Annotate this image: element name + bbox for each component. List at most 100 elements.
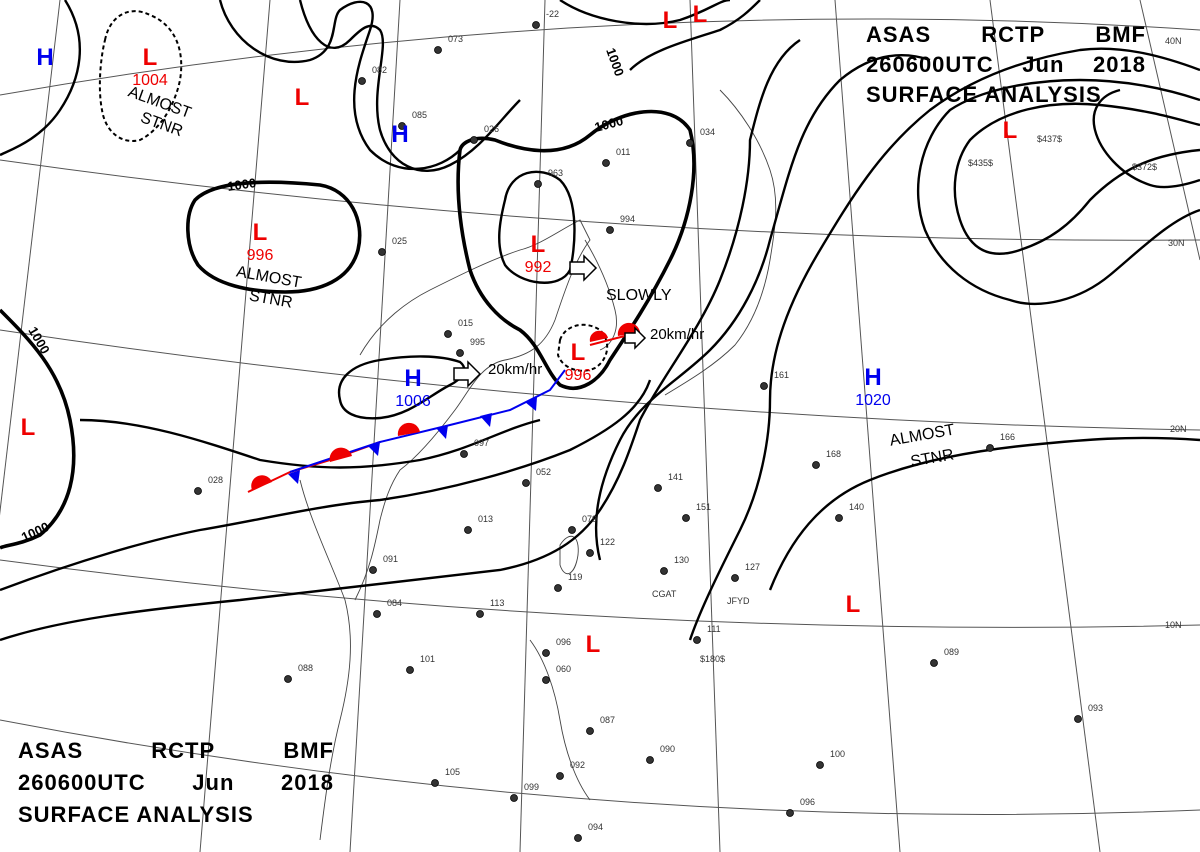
station-plot: 161	[760, 370, 789, 390]
pressure-center-value: 996	[565, 367, 592, 384]
station-circle	[682, 514, 690, 522]
pressure-center-high: H	[36, 44, 53, 71]
latitude-0	[0, 719, 1200, 815]
station-plot: 995	[456, 337, 485, 357]
station-plot: 963	[534, 168, 563, 188]
header-top-title: SURFACE ANALYSIS	[866, 82, 1102, 107]
station-pressure: 088	[298, 663, 313, 673]
isobar-label: 1000	[226, 175, 257, 194]
station-plot: 111	[693, 624, 721, 644]
header-bottom-station: BMF	[283, 738, 334, 763]
isobar-pacific-3	[953, 102, 1200, 255]
isobar-japan-north	[559, 0, 731, 26]
pressure-center-high: H	[391, 121, 408, 148]
header-bottom-product: ASAS	[18, 738, 84, 763]
pressure-center-symbol: H	[391, 121, 408, 148]
header-top: ASAS RCTP BMF 260600UTC Jun 2018 SURFACE…	[866, 22, 1146, 108]
station-plot: 028	[194, 475, 223, 495]
station-circle	[460, 450, 468, 458]
pressure-center-low: L	[1003, 117, 1018, 144]
cold-front-triangle	[368, 442, 380, 456]
station-plot: -22	[532, 9, 559, 29]
station-plot: 011	[602, 147, 630, 167]
meridian-3	[349, 0, 401, 852]
isobar-1000-996	[186, 180, 362, 294]
pressure-center-symbol: L	[846, 591, 861, 618]
cold-front-triangle	[525, 397, 537, 411]
station-circle	[406, 666, 414, 674]
station-plot: 089	[930, 647, 959, 667]
station-plot: 113	[476, 598, 504, 618]
station-plot: 034	[686, 127, 715, 147]
station-circle	[431, 779, 439, 787]
station-circle	[476, 610, 484, 618]
station-pressure: 084	[387, 598, 402, 608]
isobar-label: 1000	[19, 519, 52, 545]
ship-id: JFYD	[727, 596, 750, 606]
pressure-center-value: 1004	[132, 72, 168, 89]
station-circle	[542, 676, 550, 684]
station-pressure: -22	[546, 9, 559, 19]
station-plot: 168	[812, 449, 841, 469]
isobar-1000-a	[456, 109, 696, 390]
station-plot: 097	[460, 438, 489, 458]
station-pressure: 028	[208, 475, 223, 485]
station-circle	[930, 659, 938, 667]
isobar-label: 1000	[593, 113, 625, 135]
station-plot: 151	[682, 502, 711, 522]
pressure-center-symbol: L	[586, 631, 601, 658]
coast-taiwan	[559, 535, 579, 575]
station-circle	[606, 226, 614, 234]
pressure-center-symbol: L	[1003, 117, 1018, 144]
station-plot: 025	[378, 236, 407, 256]
motion-arrows	[453, 254, 647, 388]
station-circle	[510, 794, 518, 802]
station-pressure: 166	[1000, 432, 1015, 442]
station-pressure: 073	[448, 34, 463, 44]
header-top-time: 260600UTC	[866, 52, 994, 77]
coast-japan	[664, 89, 777, 396]
motion-arrow-slowly	[569, 254, 598, 282]
isobar-label: 1000	[603, 46, 627, 78]
station-plot: 093	[1074, 703, 1103, 723]
station-plot: 096	[542, 637, 571, 657]
station-plot: 099	[510, 782, 539, 802]
header-bottom-source: RCTP	[151, 738, 216, 763]
isobar-pacific-1	[688, 47, 1200, 641]
station-pressure: 052	[536, 467, 551, 477]
station-circle	[586, 549, 594, 557]
station-circle	[470, 136, 478, 144]
station-plot: 119	[554, 572, 582, 592]
pressure-center-symbol: L	[21, 414, 36, 441]
station-pressure: 091	[383, 554, 398, 564]
station-pressure: 013	[478, 514, 493, 524]
isobar-japan-north-2	[629, 0, 761, 71]
pressure-center-value: 996	[247, 247, 274, 264]
latitude-10n	[0, 559, 1200, 628]
station-circle	[534, 180, 542, 188]
station-plot: 026	[470, 124, 499, 144]
pressure-center-low: L	[586, 631, 601, 658]
station-circle	[786, 809, 794, 817]
pressure-center-symbol: L	[253, 219, 268, 246]
pressure-center-low: L	[846, 591, 861, 618]
station-pressure: 085	[412, 110, 427, 120]
station-pressure: 093	[1088, 703, 1103, 713]
station-pressure: 060	[556, 664, 571, 674]
latitude-40n	[0, 18, 1200, 96]
station-plot: 122	[586, 537, 615, 557]
station-circle	[358, 77, 366, 85]
station-circle	[760, 382, 768, 390]
isobar-south-3	[0, 39, 801, 642]
station-plot: 994	[606, 214, 635, 234]
station-pressure: 127	[745, 562, 760, 572]
pressure-center-symbol: H	[36, 44, 53, 71]
isobar-pacific-5	[1092, 88, 1200, 189]
isobar-3	[298, 0, 521, 172]
station-plot: 094	[574, 822, 603, 842]
